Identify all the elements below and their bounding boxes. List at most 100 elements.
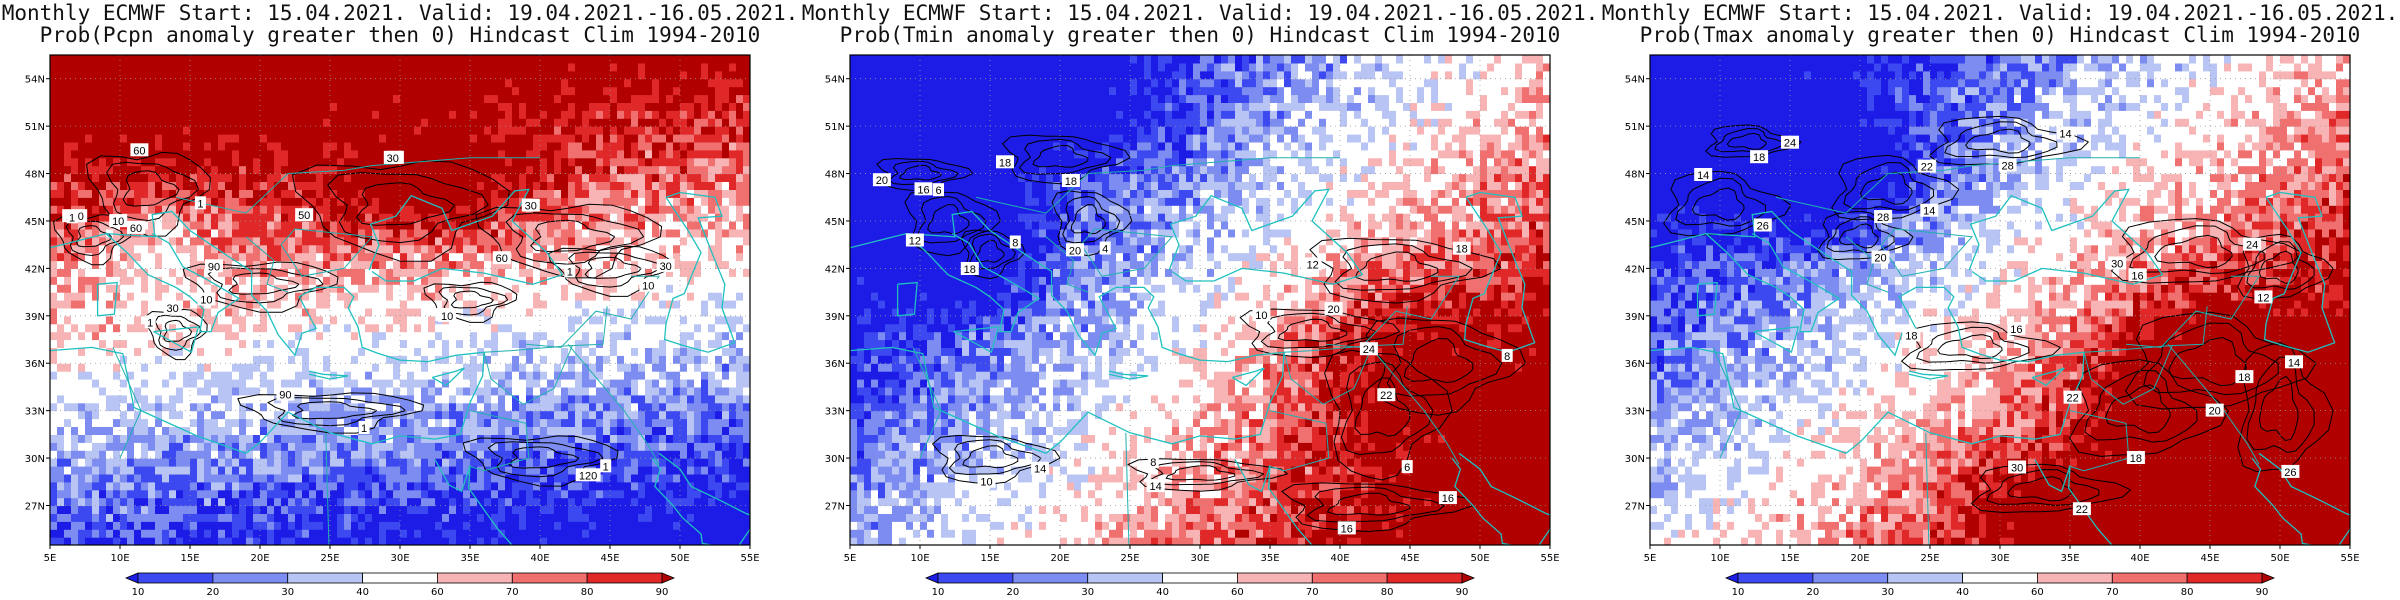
colorbar-tick-label: 10 <box>1732 587 1745 598</box>
contour-label: 6 <box>1401 460 1413 474</box>
contour-label: 28 <box>1874 210 1893 224</box>
lat-tick-label: 36N <box>25 359 45 370</box>
probability-field: 14 14 14 16 12 14 18 16 18 20 22 24 26 22 28 30 24 20 22 18… <box>1650 55 2350 545</box>
lat-tick-label: 42N <box>1625 264 1645 275</box>
lon-tick-label: 55E <box>740 553 759 564</box>
probability-field: 6 8 4 12 8 6 10 10 14 16 18 16 12 18 20 18 22 24 20 14 8 16 18… <box>850 55 1550 545</box>
contour-label: 10 <box>1252 308 1271 322</box>
grid-lines <box>50 55 750 545</box>
contour-label: 12 <box>905 233 924 248</box>
lat-tick-label: 33N <box>1625 407 1645 418</box>
contour-label: 10 <box>197 292 216 306</box>
contour-label: 22 <box>2072 502 2091 516</box>
colorbar-tick-label: 80 <box>2181 587 2194 598</box>
contour-label: 10 <box>438 308 457 323</box>
colorbar-tick-label: 90 <box>1456 587 1469 598</box>
contour-label: 16 <box>914 182 933 196</box>
contour-label: 90 <box>276 387 295 402</box>
lon-tick-label: 35E <box>2060 553 2079 564</box>
panel-title-line1: Monthly ECMWF Start: 15.04.2021. Valid: … <box>801 1 1599 25</box>
grid-lines <box>1650 55 2350 545</box>
lon-tick-label: 15E <box>1780 553 1799 564</box>
grid-lines <box>850 55 1550 545</box>
colorbar-tick-label: 10 <box>132 587 145 598</box>
colorbar-tick-label: 40 <box>1156 587 1169 598</box>
contour-label: 1 <box>194 196 206 210</box>
contour-label: 14 <box>1920 203 1939 218</box>
colorbar: 10 20 30 40 60 70 80 90 <box>924 572 1476 598</box>
colorbar-tick-label: 60 <box>2031 587 2044 598</box>
lon-tick-label: 50E <box>670 553 689 564</box>
lon-tick-label: 5E <box>1644 553 1657 564</box>
lat-tick-label: 54N <box>1625 75 1645 86</box>
contour-label: 22 <box>1917 159 1936 174</box>
lon-tick-label: 15E <box>980 553 999 564</box>
contour-label: 20 <box>872 173 891 187</box>
contour-label: 18 <box>960 262 979 276</box>
lon-tick-label: 30E <box>390 553 409 564</box>
colorbar-tick-label: 60 <box>431 587 444 598</box>
lon-tick-label: 25E <box>1120 553 1139 564</box>
lon-tick-label: 10E <box>1710 553 1729 564</box>
lon-tick-label: 20E <box>250 553 269 564</box>
lat-tick-label: 27N <box>825 502 845 513</box>
contour-labels: 6 8 4 12 8 6 10 10 14 16 18 16 12 18 20 18 22 24 20 14 8 16 18… <box>872 155 1513 535</box>
contour-label: 10 <box>109 214 128 228</box>
contour-label: 30 <box>521 198 540 213</box>
contour-label: 12 <box>2254 290 2273 304</box>
contour-label: 24 <box>2243 237 2262 252</box>
panel-title-line1: Monthly ECMWF Start: 15.04.2021. Valid: … <box>1601 1 2399 25</box>
panel-tmax: Monthly ECMWF Start: 15.04.2021. Valid: … <box>1600 0 2400 600</box>
lon-tick-label: 15E <box>180 553 199 564</box>
contour-label: 16 <box>1438 491 1457 505</box>
lon-tick-label: 25E <box>320 553 339 564</box>
contour-label: 50 <box>295 208 314 222</box>
contour-label: 12 <box>1303 257 1322 271</box>
contour-label: 8 <box>1147 455 1159 469</box>
contour-label: 4 <box>1099 241 1111 256</box>
colorbar-tick-label: 90 <box>656 587 669 598</box>
coastlines <box>850 188 1550 545</box>
lon-tick-label: 5E <box>44 553 57 564</box>
contour-label: 1 <box>144 315 156 329</box>
lat-tick-label: 42N <box>825 264 845 275</box>
lon-tick-label: 55E <box>1540 553 1559 564</box>
lon-tick-label: 40E <box>2130 553 2149 564</box>
lon-tick-label: 55E <box>2340 553 2359 564</box>
contour-labels: 14 14 14 16 12 14 18 16 18 20 22 24 26 22 28 30 24 20 22 18… <box>1694 126 2303 516</box>
lat-tick-label: 30N <box>25 454 45 465</box>
lon-tick-label: 45E <box>2200 553 2219 564</box>
contour-label: 30 <box>2008 460 2027 475</box>
lat-tick-label: 48N <box>825 170 845 181</box>
lat-tick-label: 33N <box>825 407 845 418</box>
contour-label: 16 <box>2128 268 2147 282</box>
contour-label: 14 <box>2056 126 2075 141</box>
contour-label: 8 <box>1009 235 1021 250</box>
map-precipitation: 6090601209060309012030605030101010101111… <box>25 54 760 598</box>
contour-label: 1 <box>564 264 576 279</box>
lat-tick-label: 27N <box>1625 502 1645 513</box>
contour-label: 24 <box>1359 342 1378 356</box>
contour-label: 14 <box>1694 168 1713 182</box>
contour-label: 22 <box>1377 388 1396 402</box>
country-borders <box>912 157 1460 545</box>
lon-tick-label: 30E <box>1190 553 1209 564</box>
contour-label: 10 <box>639 278 658 293</box>
contour-label: 60 <box>130 143 149 157</box>
map-tmax: 14 14 14 16 12 14 18 16 18 20 22 24 26 22 28 30 24 20 22 18… <box>1625 54 2360 598</box>
lat-tick-label: 51N <box>25 122 45 133</box>
lat-tick-label: 39N <box>1625 312 1645 323</box>
colorbar-tick-label: 20 <box>207 587 220 598</box>
contour-label: 26 <box>2281 464 2300 479</box>
contour-label: 60 <box>127 220 145 235</box>
contour-label: 20 <box>1066 243 1084 257</box>
contour-label: 20 <box>1871 250 1890 265</box>
contour-label: 120 <box>575 468 601 482</box>
lon-tick-label: 45E <box>600 553 619 564</box>
colorbar: 10 20 30 40 60 70 80 90 <box>1724 572 2276 598</box>
contour-label: 30 <box>2108 256 2127 271</box>
contour-label: 18 <box>1452 241 1471 256</box>
lat-tick-label: 45N <box>25 217 45 228</box>
lat-tick-label: 48N <box>1625 170 1645 181</box>
lon-tick-label: 35E <box>460 553 479 564</box>
